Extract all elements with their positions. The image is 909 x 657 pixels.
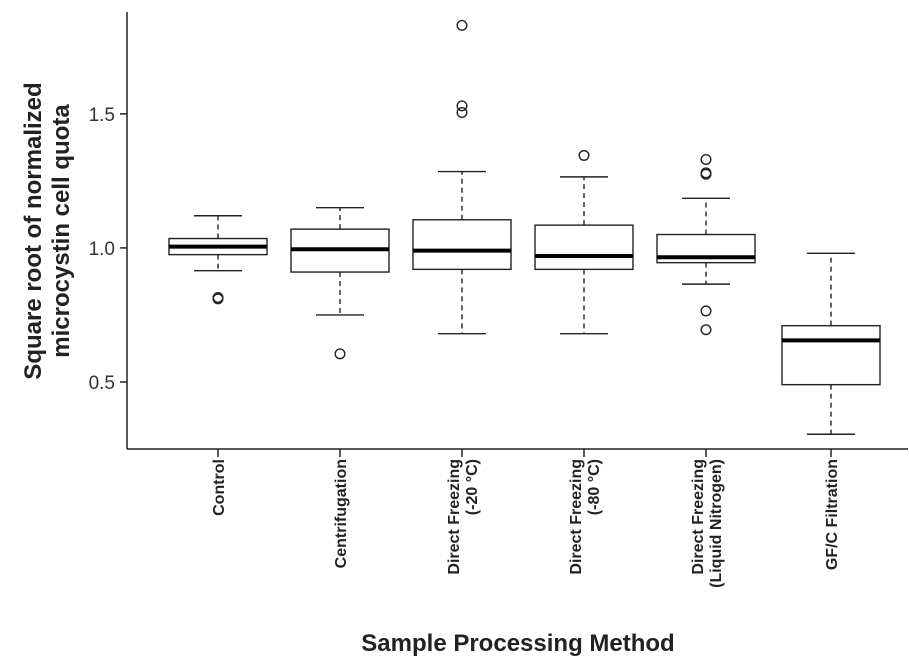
x-category-label: Centrifugation — [333, 459, 350, 568]
y-axis-title-line: microcystin cell quota — [48, 104, 75, 358]
x-axis-title: Sample Processing Method — [361, 630, 674, 657]
x-category-label: (-80 °C) — [586, 459, 603, 515]
x-category-label: GF/C Filtration — [824, 459, 841, 570]
box-group — [781, 252, 881, 435]
y-tick-label: 1.0 — [89, 239, 115, 260]
outlier-point — [334, 348, 346, 360]
outlier-point — [700, 324, 712, 336]
outlier-point — [456, 19, 468, 31]
outlier-point — [456, 100, 468, 112]
outlier-point — [456, 107, 468, 119]
box — [534, 224, 634, 271]
y-axis-title: Square root of normalized microcystin cel… — [20, 82, 75, 379]
y-axis-title-line: Square root of normalized — [20, 82, 47, 379]
box-group — [168, 215, 268, 305]
outlier-point — [700, 305, 712, 317]
outlier-point — [700, 167, 712, 179]
box — [412, 219, 512, 271]
box-group — [656, 153, 756, 336]
outlier-point — [700, 153, 712, 165]
x-category-label: Direct Freezing — [446, 459, 463, 575]
box-group — [412, 19, 512, 335]
y-tick-label: 0.5 — [89, 373, 115, 394]
outlier-point — [578, 149, 590, 161]
x-category-label: Direct Freezing — [568, 459, 585, 575]
plot-area — [168, 19, 881, 435]
x-category-label: Direct Freezing — [690, 459, 707, 575]
box — [781, 324, 881, 386]
x-category-label: Control — [211, 459, 228, 516]
x-category-label: (Liquid Nitrogen) — [708, 459, 725, 588]
box-group — [290, 207, 390, 360]
y-tick-label: 1.5 — [89, 105, 115, 126]
x-axis: Control Centrifugation Direct Freezing (-20… — [127, 448, 908, 588]
x-category-label: (-20 °C) — [464, 459, 481, 515]
box-group — [534, 149, 634, 335]
outlier-point — [212, 292, 224, 304]
y-axis: 0.5 1.0 1.5 — [89, 12, 128, 449]
